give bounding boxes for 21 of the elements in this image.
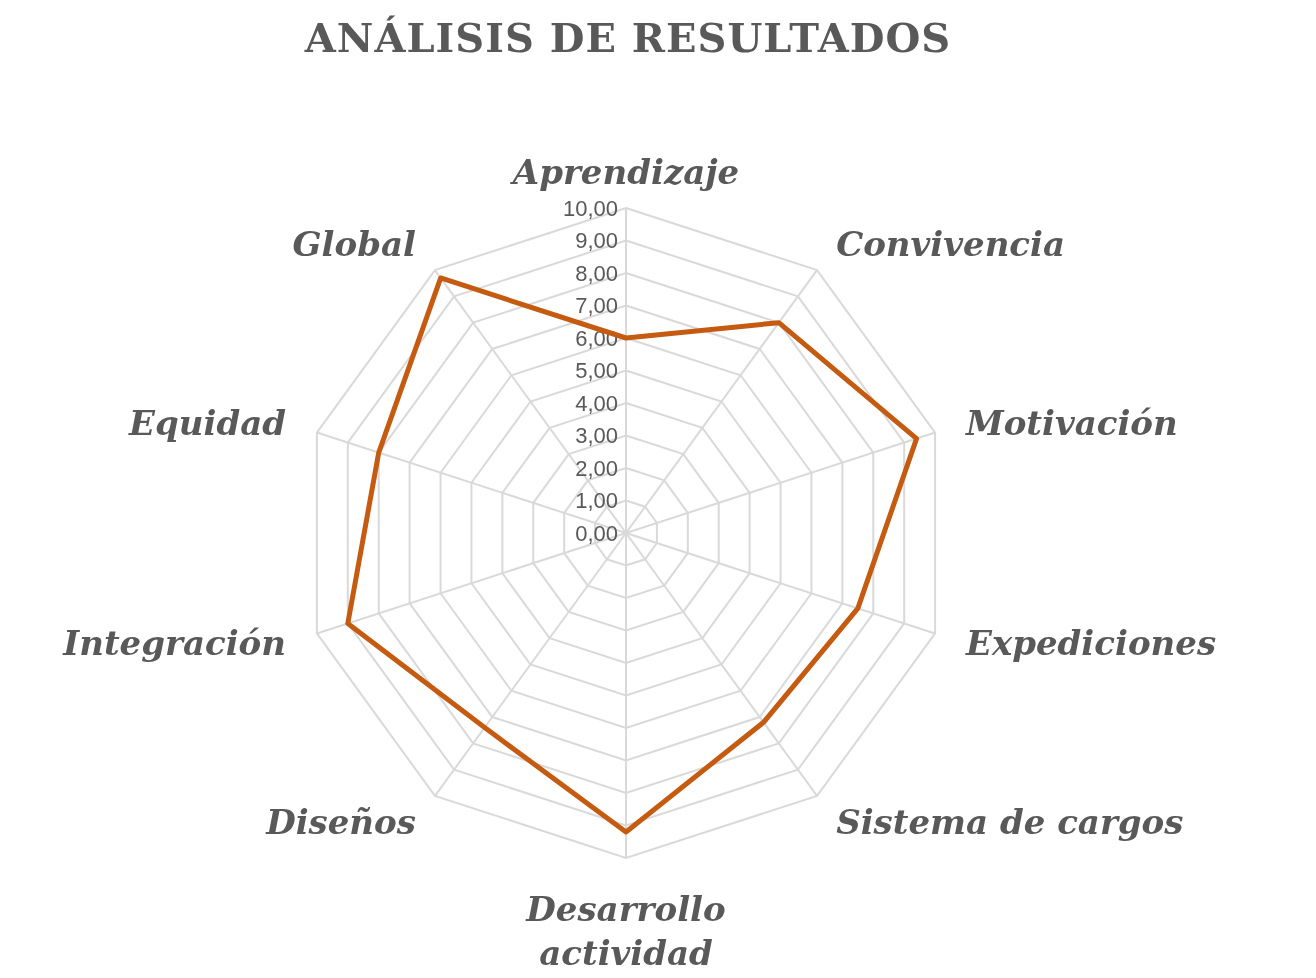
chart-title: ANÁLISIS DE RESULTADOS	[303, 14, 952, 61]
spoke-label: Sistema de cargos	[836, 802, 1184, 843]
spoke-label: Equidad	[128, 402, 287, 443]
spoke-label: Motivación	[965, 402, 1178, 443]
y-tick-label: 2,00	[575, 455, 618, 481]
spoke-label: Integración	[62, 623, 286, 664]
y-tick-label: 10,00	[562, 195, 618, 221]
y-tick-label: 7,00	[575, 293, 618, 318]
spoke-label: Diseños	[265, 802, 416, 843]
spoke-label: Desarrollo actividad	[525, 888, 726, 973]
spoke-label: Convivencia	[836, 223, 1066, 264]
spoke-label: Global	[292, 223, 416, 264]
spoke-label: Expediciones	[965, 623, 1217, 664]
y-tick-label: 8,00	[575, 260, 618, 286]
y-tick-label: 9,00	[575, 228, 618, 253]
y-tick-label: 4,00	[575, 390, 618, 416]
y-tick-label: 0,00	[575, 520, 618, 546]
spoke-label: Aprendizaje	[509, 151, 740, 192]
y-tick-label: 1,00	[575, 488, 618, 513]
y-tick-label: 3,00	[575, 423, 618, 448]
y-tick-label: 5,00	[575, 358, 618, 383]
